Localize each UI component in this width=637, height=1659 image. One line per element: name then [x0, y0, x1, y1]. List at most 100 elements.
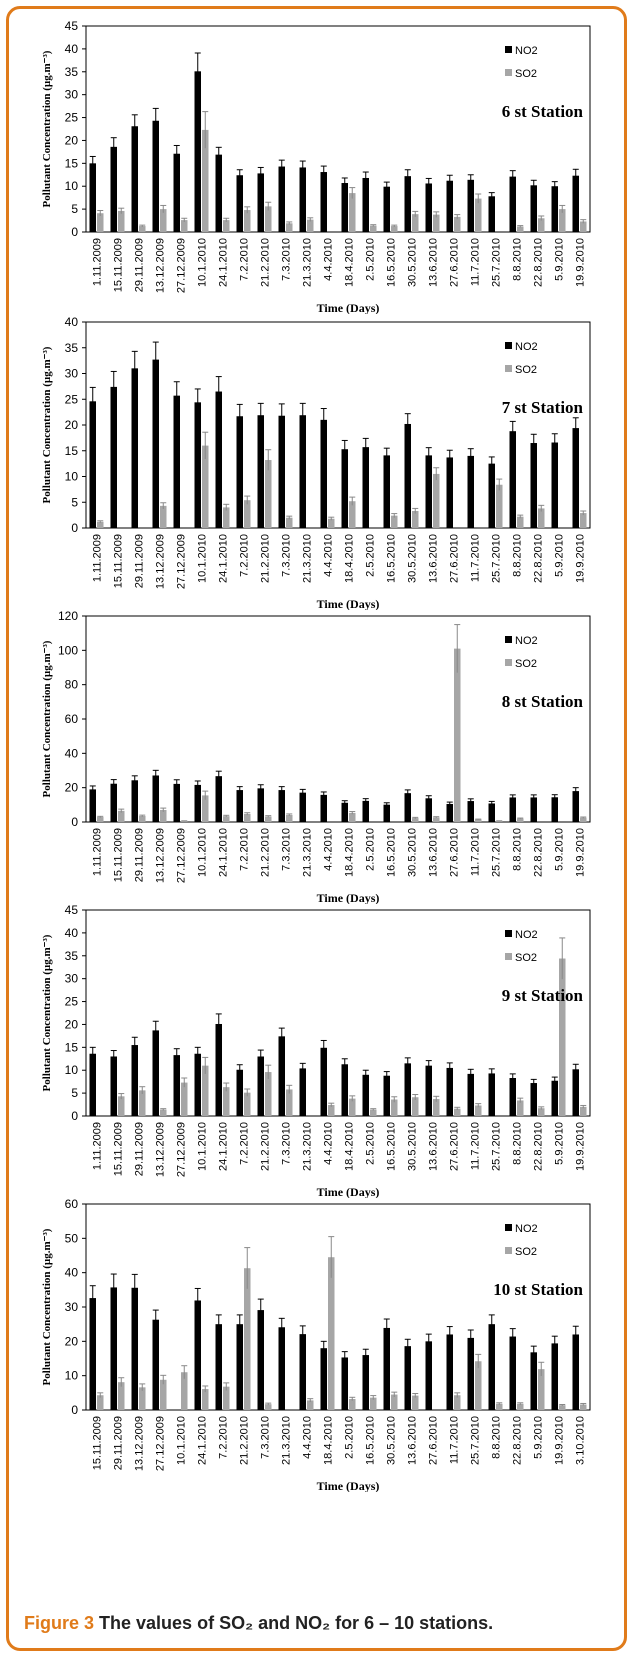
- x-tick-label: 7.3.2010: [281, 534, 293, 577]
- legend-label-so2: SO2: [515, 364, 537, 376]
- x-tick-label: 15.11.2009: [92, 1416, 104, 1470]
- x-tick-label: 15.11.2009: [113, 1122, 125, 1176]
- no2-bar: [425, 1065, 432, 1116]
- x-tick-label: 30.5.2010: [386, 1416, 398, 1465]
- chart-svg-3: 0 20 40 60 80 100 120 Pollutant Concentration (…: [41, 609, 591, 904]
- no2-bar: [467, 455, 474, 528]
- x-tick-label: 25.7.2010: [491, 1122, 503, 1171]
- y-tick-label: 0: [71, 815, 78, 829]
- no2-bar: [530, 443, 537, 528]
- legend-label-so2: SO2: [515, 68, 537, 80]
- no2-bar: [236, 1069, 243, 1116]
- no2-bar: [320, 1348, 327, 1410]
- so2-bar: [202, 129, 209, 232]
- no2-bar: [404, 423, 411, 528]
- no2-bar: [551, 442, 558, 528]
- so2-bar: [433, 473, 440, 528]
- no2-bar: [404, 1346, 411, 1410]
- x-tick-label: 21.3.2010: [302, 828, 314, 877]
- x-tick-label: 10.1.2010: [197, 1122, 209, 1171]
- y-tick-label: 40: [65, 1266, 79, 1280]
- so2-bar: [202, 1065, 209, 1116]
- so2-bar: [517, 818, 524, 822]
- no2-bar: [341, 449, 348, 528]
- no2-bar: [488, 1324, 495, 1410]
- x-tick-label: 5.9.2010: [554, 1122, 566, 1165]
- chart-panel-1: 0 5 10 15 20 25 30 35 40 45 Pollutant Concentratio…: [0, 14, 637, 314]
- x-axis-label: Time (Days): [317, 597, 380, 610]
- x-tick-label: 7.3.2010: [281, 1122, 293, 1165]
- no2-bar: [173, 153, 180, 232]
- legend-label-no2: NO2: [515, 1223, 538, 1235]
- legend-swatch-so2: [505, 659, 512, 666]
- no2-bar: [320, 172, 327, 232]
- chart-title: 8 st Station: [502, 692, 584, 711]
- no2-bar: [110, 1056, 117, 1116]
- legend-swatch-so2: [505, 953, 512, 960]
- no2-bar: [509, 431, 516, 528]
- legend-label-so2: SO2: [515, 1246, 537, 1258]
- x-tick-label: 11.7.2010: [470, 534, 482, 582]
- so2-bar: [139, 1387, 146, 1410]
- so2-bar: [202, 795, 209, 822]
- y-axis-label: Pollutant Concentration (µg.m⁻³): [41, 50, 53, 207]
- y-tick-label: 5: [71, 202, 78, 216]
- x-tick-label: 13.12.2009: [155, 828, 167, 883]
- x-tick-label: 27.12.2009: [176, 534, 188, 589]
- no2-bar: [530, 1083, 537, 1116]
- x-tick-label: 21.3.2010: [302, 238, 314, 287]
- x-tick-label: 15.11.2009: [113, 238, 125, 292]
- no2-bar: [362, 1074, 369, 1116]
- so2-bar: [412, 511, 419, 528]
- no2-bar: [299, 167, 306, 232]
- legend-label-so2: SO2: [515, 658, 537, 670]
- so2-bar: [223, 1087, 230, 1116]
- x-tick-label: 30.5.2010: [407, 828, 419, 877]
- x-tick-label: 13.6.2010: [407, 1416, 419, 1465]
- no2-bar: [446, 803, 453, 822]
- x-tick-label: 7.2.2010: [239, 238, 251, 281]
- x-tick-label: 13.12.2009: [134, 1416, 146, 1471]
- figure-caption: Figure 3 The values of SO₂ and NO₂ for 6…: [24, 1613, 614, 1634]
- so2-bar: [349, 812, 356, 822]
- so2-bar: [307, 219, 314, 232]
- no2-bar: [572, 1069, 579, 1116]
- legend-label-no2: NO2: [515, 635, 538, 647]
- x-tick-label: 21.2.2010: [260, 828, 272, 877]
- so2-bar: [580, 817, 587, 822]
- so2-bar: [496, 820, 503, 822]
- no2-bar: [488, 196, 495, 232]
- no2-bar: [110, 1287, 117, 1410]
- y-tick-label: 25: [65, 995, 79, 1009]
- x-tick-label: 7.2.2010: [218, 1416, 230, 1459]
- y-tick-label: 20: [65, 781, 79, 795]
- no2-bar: [257, 173, 264, 232]
- x-tick-label: 25.7.2010: [491, 238, 503, 287]
- no2-bar: [152, 775, 159, 822]
- x-tick-label: 11.7.2010: [470, 828, 482, 876]
- no2-bar: [131, 126, 138, 232]
- so2-bar: [223, 816, 230, 822]
- x-axis-label: Time (Days): [317, 891, 380, 904]
- so2-bar: [391, 1099, 398, 1116]
- legend-swatch-so2: [505, 69, 512, 76]
- so2-bar: [244, 210, 251, 232]
- so2-bar: [160, 1379, 167, 1410]
- no2-bar: [131, 1045, 138, 1116]
- no2-bar: [425, 798, 432, 822]
- x-tick-label: 27.12.2009: [155, 1416, 167, 1471]
- so2-bar: [202, 1389, 209, 1410]
- no2-bar: [488, 1073, 495, 1116]
- x-tick-label: 25.7.2010: [491, 534, 503, 583]
- no2-bar: [446, 1067, 453, 1116]
- so2-bar: [286, 814, 293, 822]
- so2-bar: [139, 1090, 146, 1116]
- no2-bar: [446, 1334, 453, 1410]
- x-tick-label: 25.7.2010: [491, 828, 503, 877]
- legend-swatch-so2: [505, 365, 512, 372]
- no2-bar: [530, 185, 537, 232]
- no2-bar: [572, 428, 579, 528]
- x-axis-label: Time (Days): [317, 301, 380, 314]
- no2-bar: [341, 183, 348, 232]
- no2-bar: [467, 1337, 474, 1410]
